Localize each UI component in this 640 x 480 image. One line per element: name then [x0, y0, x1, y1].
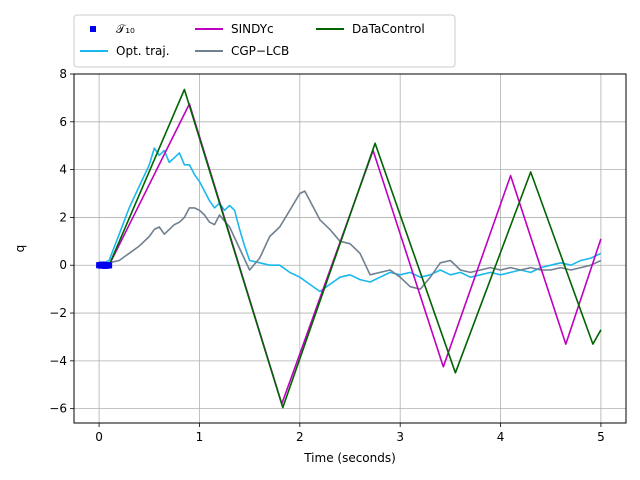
x-tick-label: 1 [196, 430, 204, 444]
x-tick-label: 2 [296, 430, 304, 444]
y-tick-label: −6 [49, 402, 67, 416]
legend-label: SINDYc [231, 22, 274, 36]
legend-label: CGP−LCB [231, 44, 289, 58]
series-0-marker [106, 262, 112, 268]
legend: 𝒯₁₀ Opt. traj. SINDYc CGP−LCB DaTaControl [74, 15, 455, 67]
legend-label: Opt. traj. [116, 44, 170, 58]
y-tick-label: −2 [49, 306, 67, 320]
legend-label: DaTaControl [352, 22, 425, 36]
x-tick-label: 4 [497, 430, 505, 444]
y-tick-label: 4 [59, 163, 67, 177]
x-axis-label: Time (seconds) [303, 451, 396, 465]
y-tick-label: 2 [59, 210, 67, 224]
legend-label: 𝒯₁₀ [116, 22, 135, 36]
y-tick-label: 6 [59, 115, 67, 129]
y-tick-label: 0 [59, 258, 67, 272]
x-tick-label: 3 [396, 430, 404, 444]
x-tick-label: 0 [95, 430, 103, 444]
y-tick-label: −4 [49, 354, 67, 368]
x-tick-label: 5 [597, 430, 605, 444]
legend-marker [90, 26, 96, 32]
y-axis-label: q [13, 245, 27, 253]
y-tick-label: 8 [59, 67, 67, 81]
